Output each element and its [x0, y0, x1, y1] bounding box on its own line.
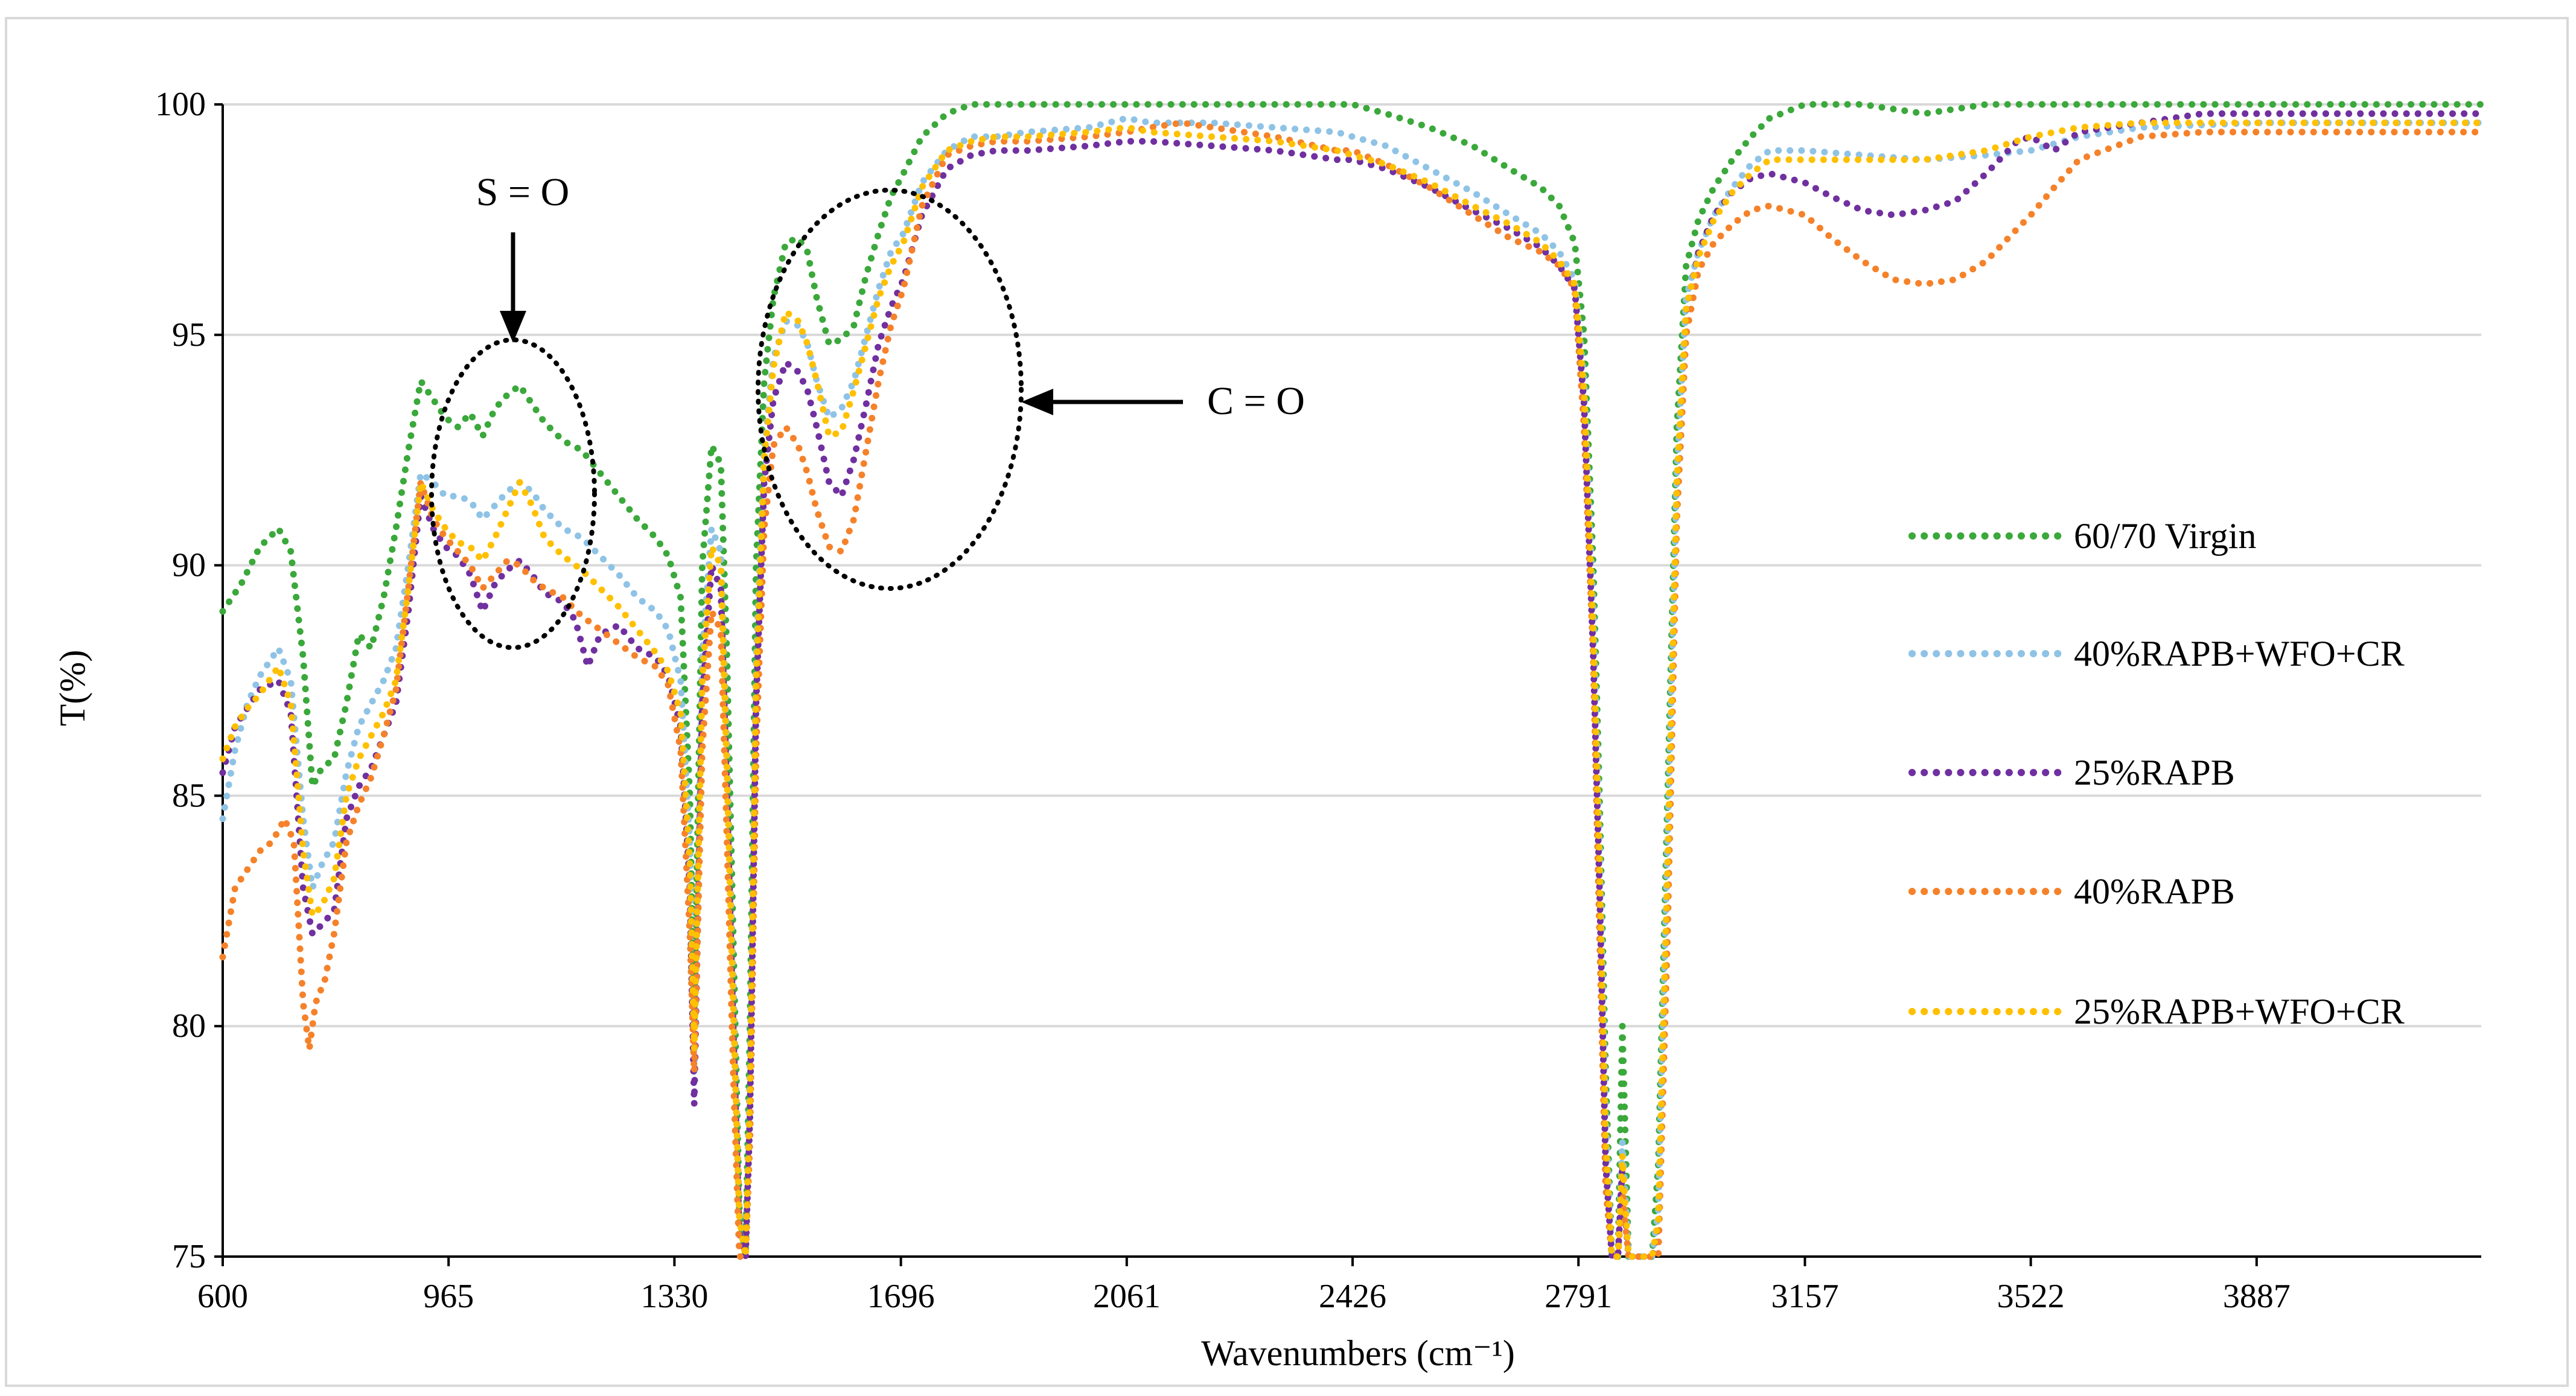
- y-axis-ticks: 75 80 85 90 95 100: [155, 86, 223, 1275]
- legend-label-5: 25%RAPB+WFO+CR: [2074, 992, 2405, 1031]
- series-line-5: [219, 120, 2485, 1260]
- x-tick-label: 1330: [640, 1278, 708, 1315]
- legend-label-4: 40%RAPB: [2074, 872, 2235, 911]
- annotations: S = O C = O: [429, 170, 1305, 650]
- x-tick-label: 1696: [867, 1278, 935, 1315]
- x-axis-ticks: 600 965 1330 1696 2061 2426 2791 3157 3522 3887: [197, 1257, 2291, 1315]
- x-tick-label: 2426: [1319, 1278, 1386, 1315]
- y-tick-label: 85: [172, 777, 206, 814]
- y-axis-title: T(%): [53, 650, 92, 727]
- x-tick-label: 600: [197, 1278, 248, 1315]
- x-tick-label: 3522: [1997, 1278, 2065, 1315]
- s-o-label: S = O: [476, 170, 570, 214]
- x-tick-label: 3157: [1771, 1278, 1838, 1315]
- y-tick-label: 90: [172, 547, 206, 584]
- series-line-2: [219, 115, 2485, 1260]
- s-o-arrowhead: [500, 311, 526, 343]
- series-group: [219, 101, 2485, 1260]
- y-tick-label: 95: [172, 316, 206, 354]
- gridlines: [222, 103, 2481, 1258]
- x-tick-label: 2061: [1093, 1278, 1161, 1315]
- y-tick-label: 80: [172, 1007, 206, 1045]
- y-tick-label: 100: [155, 86, 206, 123]
- c-o-label: C = O: [1207, 379, 1305, 423]
- legend-label-1: 60/70 Virgin: [2074, 516, 2257, 556]
- x-tick-label: 965: [423, 1278, 474, 1315]
- series-line-3: [219, 110, 2485, 1260]
- c-o-ellipse: [756, 188, 1024, 591]
- x-tick-label: 3887: [2223, 1278, 2291, 1315]
- legend: 60/70 Virgin 40%RAPB+WFO+CR 25%RAPB 40%RAPB…: [1908, 516, 2405, 1031]
- x-tick-label: 2791: [1545, 1278, 1612, 1315]
- series-line-1: [219, 101, 2485, 1260]
- y-tick-label: 75: [172, 1238, 206, 1275]
- series-line-4: [219, 120, 2485, 1260]
- c-o-arrowhead: [1021, 389, 1053, 415]
- legend-label-2: 40%RAPB+WFO+CR: [2074, 634, 2405, 674]
- x-axis-title: Wavenumbers (cm⁻¹): [1201, 1333, 1515, 1373]
- legend-label-3: 25%RAPB: [2074, 753, 2235, 792]
- chart-frame: [5, 17, 2569, 1387]
